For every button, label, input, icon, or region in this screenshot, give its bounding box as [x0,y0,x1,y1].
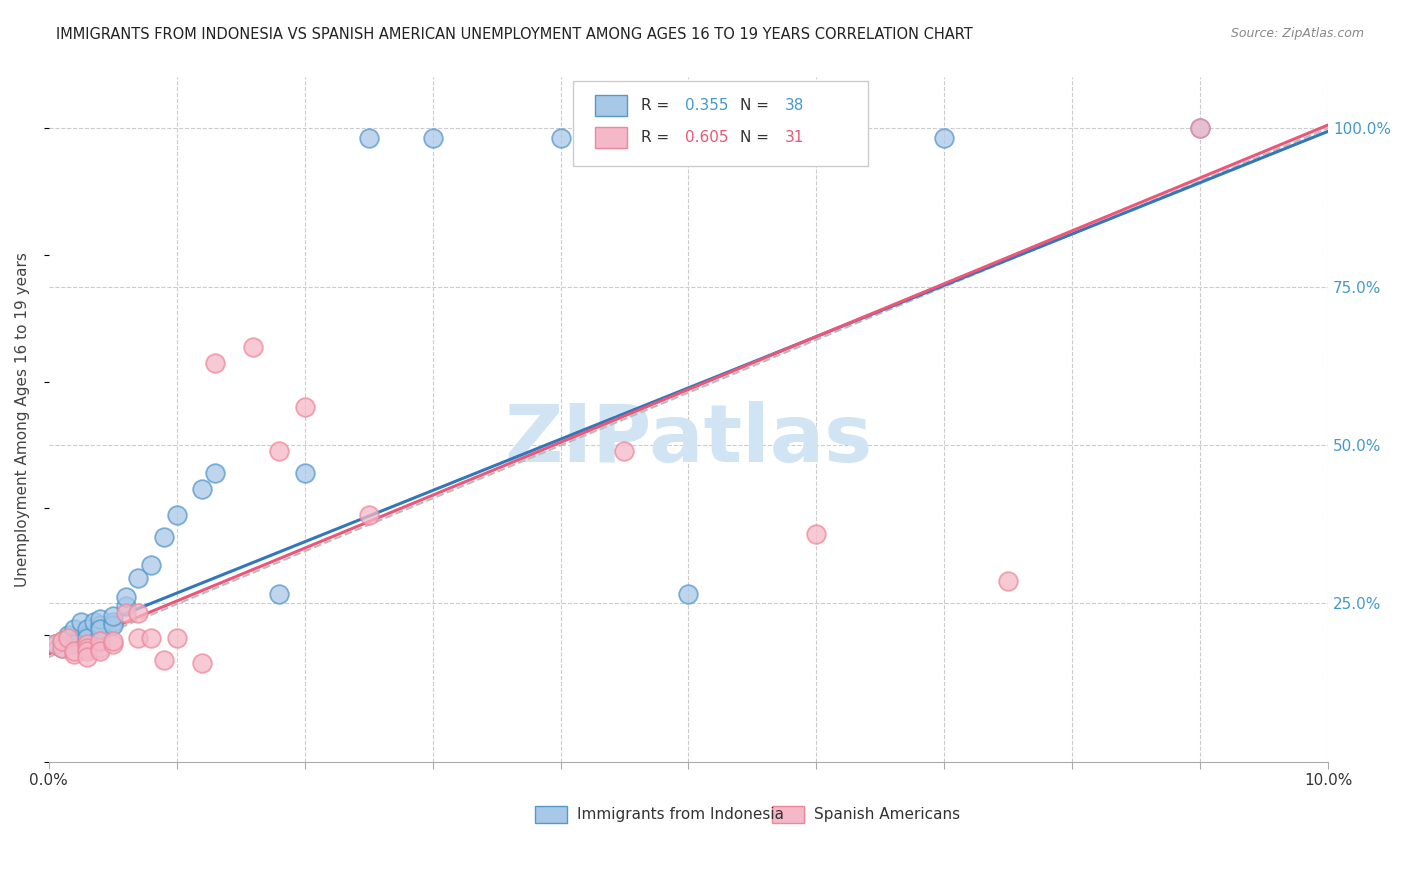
Point [89,618,111,632]
Bar [595,95,627,116]
Point [166,631,188,645]
Point [191,482,214,496]
Bar [595,128,627,148]
Point [934,130,956,145]
Text: ZIPatlas: ZIPatlas [505,401,873,479]
Point [678,587,700,601]
Point [613,444,636,458]
Point [997,574,1019,588]
Text: 0.355: 0.355 [685,98,728,113]
Point [204,355,226,369]
Text: R =: R = [641,98,675,113]
Text: 0.605: 0.605 [685,130,728,145]
Point [114,599,136,614]
Point [51,634,73,648]
Text: IMMIGRANTS FROM INDONESIA VS SPANISH AMERICAN UNEMPLOYMENT AMONG AGES 16 TO 19 Y: IMMIGRANTS FROM INDONESIA VS SPANISH AME… [56,27,973,42]
Point [76,637,98,651]
Point [294,467,316,481]
Point [357,508,380,522]
Text: Immigrants from Indonesia: Immigrants from Indonesia [576,807,785,822]
Point [191,657,214,671]
Point [63,634,86,648]
Point [89,622,111,636]
Point [56,631,79,645]
Point [1189,121,1212,136]
Point [1189,121,1212,136]
Point [76,622,98,636]
Point [63,647,86,661]
Point [63,622,86,636]
Point [357,130,380,145]
Point [294,400,316,414]
Point [139,631,162,645]
Text: N =: N = [740,130,773,145]
Point [242,340,264,354]
Point [83,615,105,630]
Point [101,634,124,648]
Point [63,637,86,651]
Point [56,628,79,642]
Point [76,644,98,658]
FancyBboxPatch shape [574,81,868,167]
Point [127,631,149,645]
Point [267,587,290,601]
Point [101,637,124,651]
Point [76,637,98,651]
Y-axis label: Unemployment Among Ages 16 to 19 years: Unemployment Among Ages 16 to 19 years [15,252,30,587]
Point [51,640,73,655]
Point [63,644,86,658]
Text: Source: ZipAtlas.com: Source: ZipAtlas.com [1230,27,1364,40]
Point [89,628,111,642]
Text: 31: 31 [785,130,804,145]
Text: Spanish Americans: Spanish Americans [814,807,960,822]
Point [89,644,111,658]
Point [89,612,111,626]
Point [166,508,188,522]
Point [101,609,124,624]
Point [806,526,828,541]
Point [89,640,111,655]
Text: 38: 38 [785,98,804,113]
Point [114,606,136,620]
Point [101,615,124,630]
Point [76,650,98,665]
Point [89,634,111,648]
Point [51,640,73,655]
Point [51,634,73,648]
Text: N =: N = [740,98,773,113]
Bar [534,806,567,823]
Point [139,558,162,573]
Point [267,444,290,458]
Point [76,634,98,648]
Point [76,640,98,655]
Point [422,130,444,145]
Bar [772,806,804,823]
Point [44,637,66,651]
Point [101,618,124,632]
Point [44,637,66,651]
Point [204,467,226,481]
Point [127,571,149,585]
Point [76,628,98,642]
Point [153,653,176,667]
Point [127,606,149,620]
Point [76,631,98,645]
Point [550,130,572,145]
Point [114,590,136,604]
Point [153,530,176,544]
Point [69,615,91,630]
Point [89,634,111,648]
Text: R =: R = [641,130,675,145]
